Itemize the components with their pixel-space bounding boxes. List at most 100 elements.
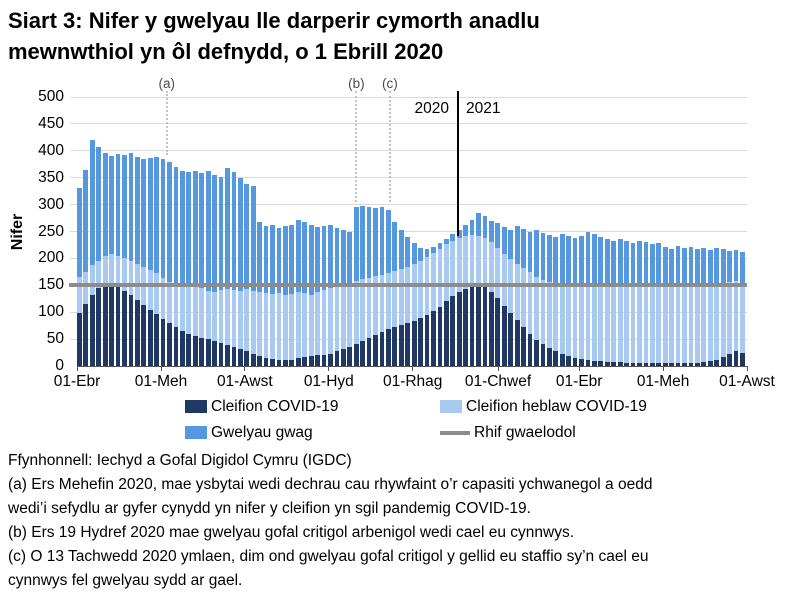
bar <box>328 97 334 366</box>
bar <box>334 97 341 366</box>
bar <box>559 97 566 366</box>
y-axis-label: 250 <box>38 222 64 240</box>
bar <box>276 97 283 366</box>
bar-segment <box>353 343 359 366</box>
gridline <box>70 96 747 98</box>
x-axis-tick <box>160 366 162 371</box>
bar <box>283 97 289 366</box>
bar-segment <box>315 291 320 356</box>
bar <box>360 97 366 366</box>
bar-segment <box>154 273 159 314</box>
bar <box>263 97 270 366</box>
bar-segment <box>585 283 591 361</box>
bar-segment <box>225 288 230 346</box>
bar <box>727 97 733 366</box>
bar-segment <box>598 361 604 366</box>
bar-segment <box>604 285 610 362</box>
bar-segment <box>463 225 468 236</box>
bar-segment <box>727 281 732 354</box>
bar-segment <box>257 356 262 366</box>
bar-segment <box>714 283 720 360</box>
bar-segment <box>463 235 468 289</box>
bar <box>173 97 180 366</box>
y-axis-label: 200 <box>38 249 64 267</box>
bar-segment <box>527 231 533 273</box>
bar <box>102 97 109 366</box>
annotation-label: (c) <box>382 76 398 91</box>
bar-segment <box>656 242 662 286</box>
bar-segment <box>173 166 179 285</box>
y-axis-label: 350 <box>38 168 64 186</box>
gridline <box>70 123 747 125</box>
bar-segment <box>231 289 237 347</box>
bar-segment <box>96 146 102 261</box>
bar-segment <box>566 285 571 357</box>
bar <box>598 97 604 366</box>
year-label-2021: 2021 <box>466 100 501 117</box>
bar-segment <box>592 233 597 285</box>
bar-segment <box>96 260 102 288</box>
bar-segment <box>328 288 333 354</box>
bar-segment <box>186 172 192 287</box>
bar-segment <box>147 158 153 271</box>
bar-segment <box>321 289 327 355</box>
bar-segment <box>122 290 127 366</box>
bar-segment <box>276 359 282 366</box>
bar-segment <box>682 363 687 366</box>
bar <box>669 97 675 366</box>
y-axis-label: 450 <box>38 114 64 132</box>
bar <box>714 97 720 366</box>
bar-segment <box>334 351 340 366</box>
bar-segment <box>431 311 436 366</box>
bar-segment <box>559 284 565 355</box>
bar-segment <box>360 206 365 280</box>
bar-segment <box>418 318 423 366</box>
bar-segment <box>250 354 256 366</box>
bar <box>450 97 456 366</box>
bar-segment <box>244 289 250 351</box>
bar-segment <box>675 245 681 285</box>
bar-segment <box>585 231 591 284</box>
bar-segment <box>482 237 488 288</box>
bar-segment <box>540 232 546 280</box>
bar-segment <box>360 279 365 342</box>
bar-segment <box>289 224 295 295</box>
y-axis-label: 50 <box>46 330 64 348</box>
bar-segment <box>180 170 185 286</box>
bar <box>720 97 727 366</box>
bar-segment <box>250 185 256 291</box>
bars-container <box>77 97 747 366</box>
bar <box>476 97 482 366</box>
bar-segment <box>109 254 114 286</box>
x-axis-label: 01-Ebr <box>53 373 101 390</box>
bar-segment <box>328 353 333 366</box>
bar-segment <box>572 357 578 366</box>
bar <box>134 97 141 366</box>
bar-segment <box>77 188 82 278</box>
bar-segment <box>501 254 507 306</box>
bar <box>495 97 501 366</box>
bar <box>456 97 463 366</box>
bar <box>295 97 302 366</box>
bar-segment <box>546 235 552 283</box>
bar-segment <box>456 291 462 366</box>
bar-segment <box>617 285 623 363</box>
bar <box>701 97 707 366</box>
bar-segment <box>115 153 121 256</box>
bar-segment <box>695 362 700 366</box>
bar-segment <box>315 355 320 366</box>
bar <box>521 97 527 366</box>
bar-segment <box>134 300 140 366</box>
bar-segment <box>546 282 552 349</box>
bar-segment <box>212 292 217 342</box>
bar-segment <box>566 356 571 366</box>
bar-segment <box>675 284 681 364</box>
bar-segment <box>572 285 578 358</box>
bar-segment <box>630 284 636 363</box>
y-axis-label: 400 <box>38 141 64 159</box>
bar-segment <box>225 168 230 289</box>
bar <box>643 97 650 366</box>
bar-segment <box>501 227 507 255</box>
bar-segment <box>527 272 533 334</box>
